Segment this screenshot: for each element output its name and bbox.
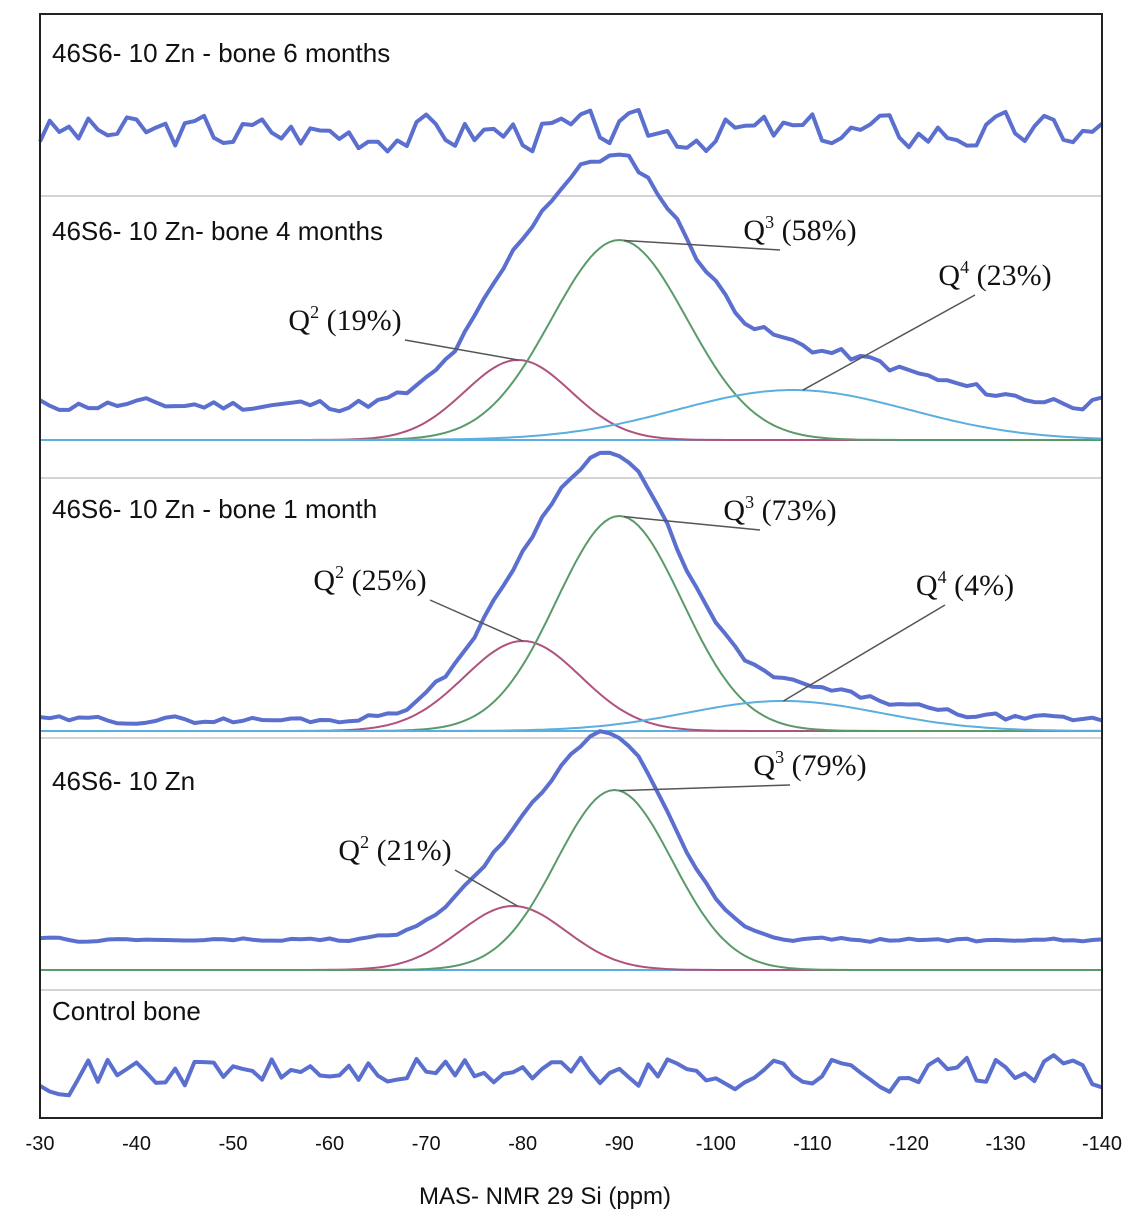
annotation-label: Q2 (21%) xyxy=(338,832,451,867)
annotation-label: Q4 (23%) xyxy=(938,257,1051,292)
annotation-label: Q2 (25%) xyxy=(313,562,426,597)
panel-2: 46S6- 10 Zn- bone 4 months Q2 (19%) Q3 (58… xyxy=(39,152,1103,479)
component-q2 xyxy=(40,904,1102,971)
panel-3: 46S6- 10 Zn - bone 1 month Q2 (25%) Q3 (73… xyxy=(39,450,1103,739)
x-tick-label: -80 xyxy=(508,1133,537,1155)
annotation-q3: Q3 (58%) xyxy=(624,212,857,251)
annotation-q3: Q3 (79%) xyxy=(619,747,867,792)
component-q2 xyxy=(40,358,1102,441)
annotation-label: Q3 (79%) xyxy=(753,747,866,782)
leader-line xyxy=(624,239,781,251)
panel-label: 46S6- 10 Zn - bone 1 month xyxy=(52,494,377,524)
panel-label: 46S6- 10 Zn - bone 6 months xyxy=(52,38,390,68)
x-axis-ticks: -30 -40 -50 -60 -70 -80 -90 -100 -110 -120 -130 -14… xyxy=(26,1133,1122,1155)
leader-line xyxy=(624,515,761,531)
annotation-label: Q2 (19%) xyxy=(288,302,401,337)
x-tick-label: -140 xyxy=(1082,1133,1122,1155)
leader-line xyxy=(454,869,519,907)
x-tick-label: -50 xyxy=(219,1133,248,1155)
x-tick-label: -110 xyxy=(793,1133,832,1155)
panel-1: 46S6- 10 Zn - bone 6 months xyxy=(38,38,1104,197)
spectrum-line xyxy=(38,108,1104,154)
leader-line xyxy=(619,784,791,792)
x-tick-label: -30 xyxy=(26,1133,55,1155)
x-tick-label: -60 xyxy=(315,1133,344,1155)
annotation-label: Q4 (4%) xyxy=(916,567,1014,602)
panel-label: 46S6- 10 Zn xyxy=(52,766,195,796)
panel-label: 46S6- 10 Zn- bone 4 months xyxy=(52,216,383,246)
x-axis-label: MAS- NMR 29 Si (ppm) xyxy=(419,1183,671,1210)
leader-line xyxy=(429,599,524,642)
x-tick-label: -40 xyxy=(122,1133,151,1155)
spectrum-line xyxy=(39,152,1103,414)
leader-line xyxy=(404,339,519,361)
annotation-q3: Q3 (73%) xyxy=(624,492,837,531)
x-tick-label: -120 xyxy=(889,1133,929,1155)
panel-4: 46S6- 10 Zn Q2 (21%) Q3 (79%) xyxy=(39,729,1103,991)
annotation-q2: Q2 (21%) xyxy=(338,832,519,907)
annotation-q2: Q2 (25%) xyxy=(313,562,524,642)
leader-line xyxy=(783,604,946,702)
annotation-label: Q3 (58%) xyxy=(743,212,856,247)
plot-frame xyxy=(39,13,1103,1119)
panels-layer: 46S6- 10 Zn - bone 6 months 46S6- 10 Zn- … xyxy=(38,38,1104,1098)
panel-label: Control bone xyxy=(52,996,201,1026)
spectrum-line xyxy=(39,450,1103,726)
component-q2 xyxy=(40,639,1102,732)
x-tick-label: -90 xyxy=(605,1133,634,1155)
component-q3 xyxy=(40,514,1102,732)
spectrum-line xyxy=(39,729,1103,944)
spectrum-line xyxy=(38,1053,1103,1098)
annotation-q2: Q2 (19%) xyxy=(288,302,519,361)
component-q4 xyxy=(40,700,1103,732)
leader-line xyxy=(802,294,976,391)
annotation-q4: Q4 (23%) xyxy=(802,257,1052,391)
component-q3 xyxy=(40,788,1102,971)
x-tick-label: -130 xyxy=(985,1133,1025,1155)
panel-5: Control bone xyxy=(38,996,1103,1098)
annotation-label: Q3 (73%) xyxy=(723,492,836,527)
x-tick-label: -70 xyxy=(412,1133,441,1155)
x-tick-label: -100 xyxy=(696,1133,736,1155)
annotation-q4: Q4 (4%) xyxy=(783,567,1014,702)
component-q4 xyxy=(40,389,1103,441)
